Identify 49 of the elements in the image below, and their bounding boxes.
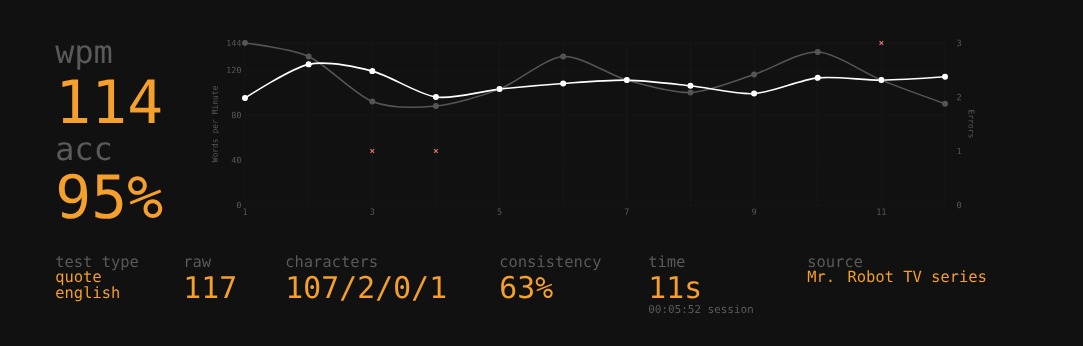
text: raw [185, 258, 212, 268]
point [305, 53, 312, 60]
point [687, 89, 694, 96]
text: wpm [55, 45, 112, 70]
text: 63% [501, 275, 553, 299]
y-tick-label: 80 [231, 111, 241, 119]
y-tick-label: 0 [236, 201, 241, 209]
text: Mr. Robot TV series [807, 270, 986, 283]
y-tick-label: 40 [231, 156, 241, 164]
point [242, 95, 249, 102]
text: test type [56, 256, 138, 271]
text: acc [57, 142, 111, 161]
x-tick-label: 3 [370, 208, 375, 215]
text: 107/2/0/1 [288, 275, 446, 301]
point [751, 90, 758, 97]
point [305, 61, 312, 68]
point [942, 73, 949, 80]
y2-tick-label: 1 [957, 147, 962, 155]
x-tick-label: 7 [624, 208, 629, 215]
y2-tick-label: 0 [957, 201, 962, 209]
text: source [808, 258, 863, 268]
point [432, 94, 439, 100]
text: quote [56, 271, 101, 286]
point [751, 71, 758, 78]
text: characters [286, 255, 377, 268]
text: 11s [651, 276, 700, 299]
y-tick-label: 120 [227, 66, 241, 74]
text: 95% [58, 173, 163, 219]
point [242, 40, 249, 46]
text: time [649, 255, 685, 268]
point [814, 74, 821, 81]
text: 00:05:52 session [648, 304, 753, 314]
point [687, 82, 694, 89]
text: consistency [500, 255, 601, 271]
text: 117 [186, 276, 235, 298]
point [942, 100, 949, 107]
y2-tick-label: 3 [957, 39, 962, 47]
y-tick-label: 144 [227, 39, 242, 47]
point [369, 98, 376, 105]
text: english [56, 286, 119, 302]
point [560, 53, 567, 60]
x-tick-label: 5 [497, 208, 502, 215]
point [369, 68, 376, 75]
y2-tick-label: 2 [957, 93, 961, 101]
point [814, 49, 821, 55]
x-tick-label: 9 [752, 208, 757, 215]
point [432, 103, 439, 109]
point [560, 80, 567, 87]
text: 114 [62, 79, 161, 123]
